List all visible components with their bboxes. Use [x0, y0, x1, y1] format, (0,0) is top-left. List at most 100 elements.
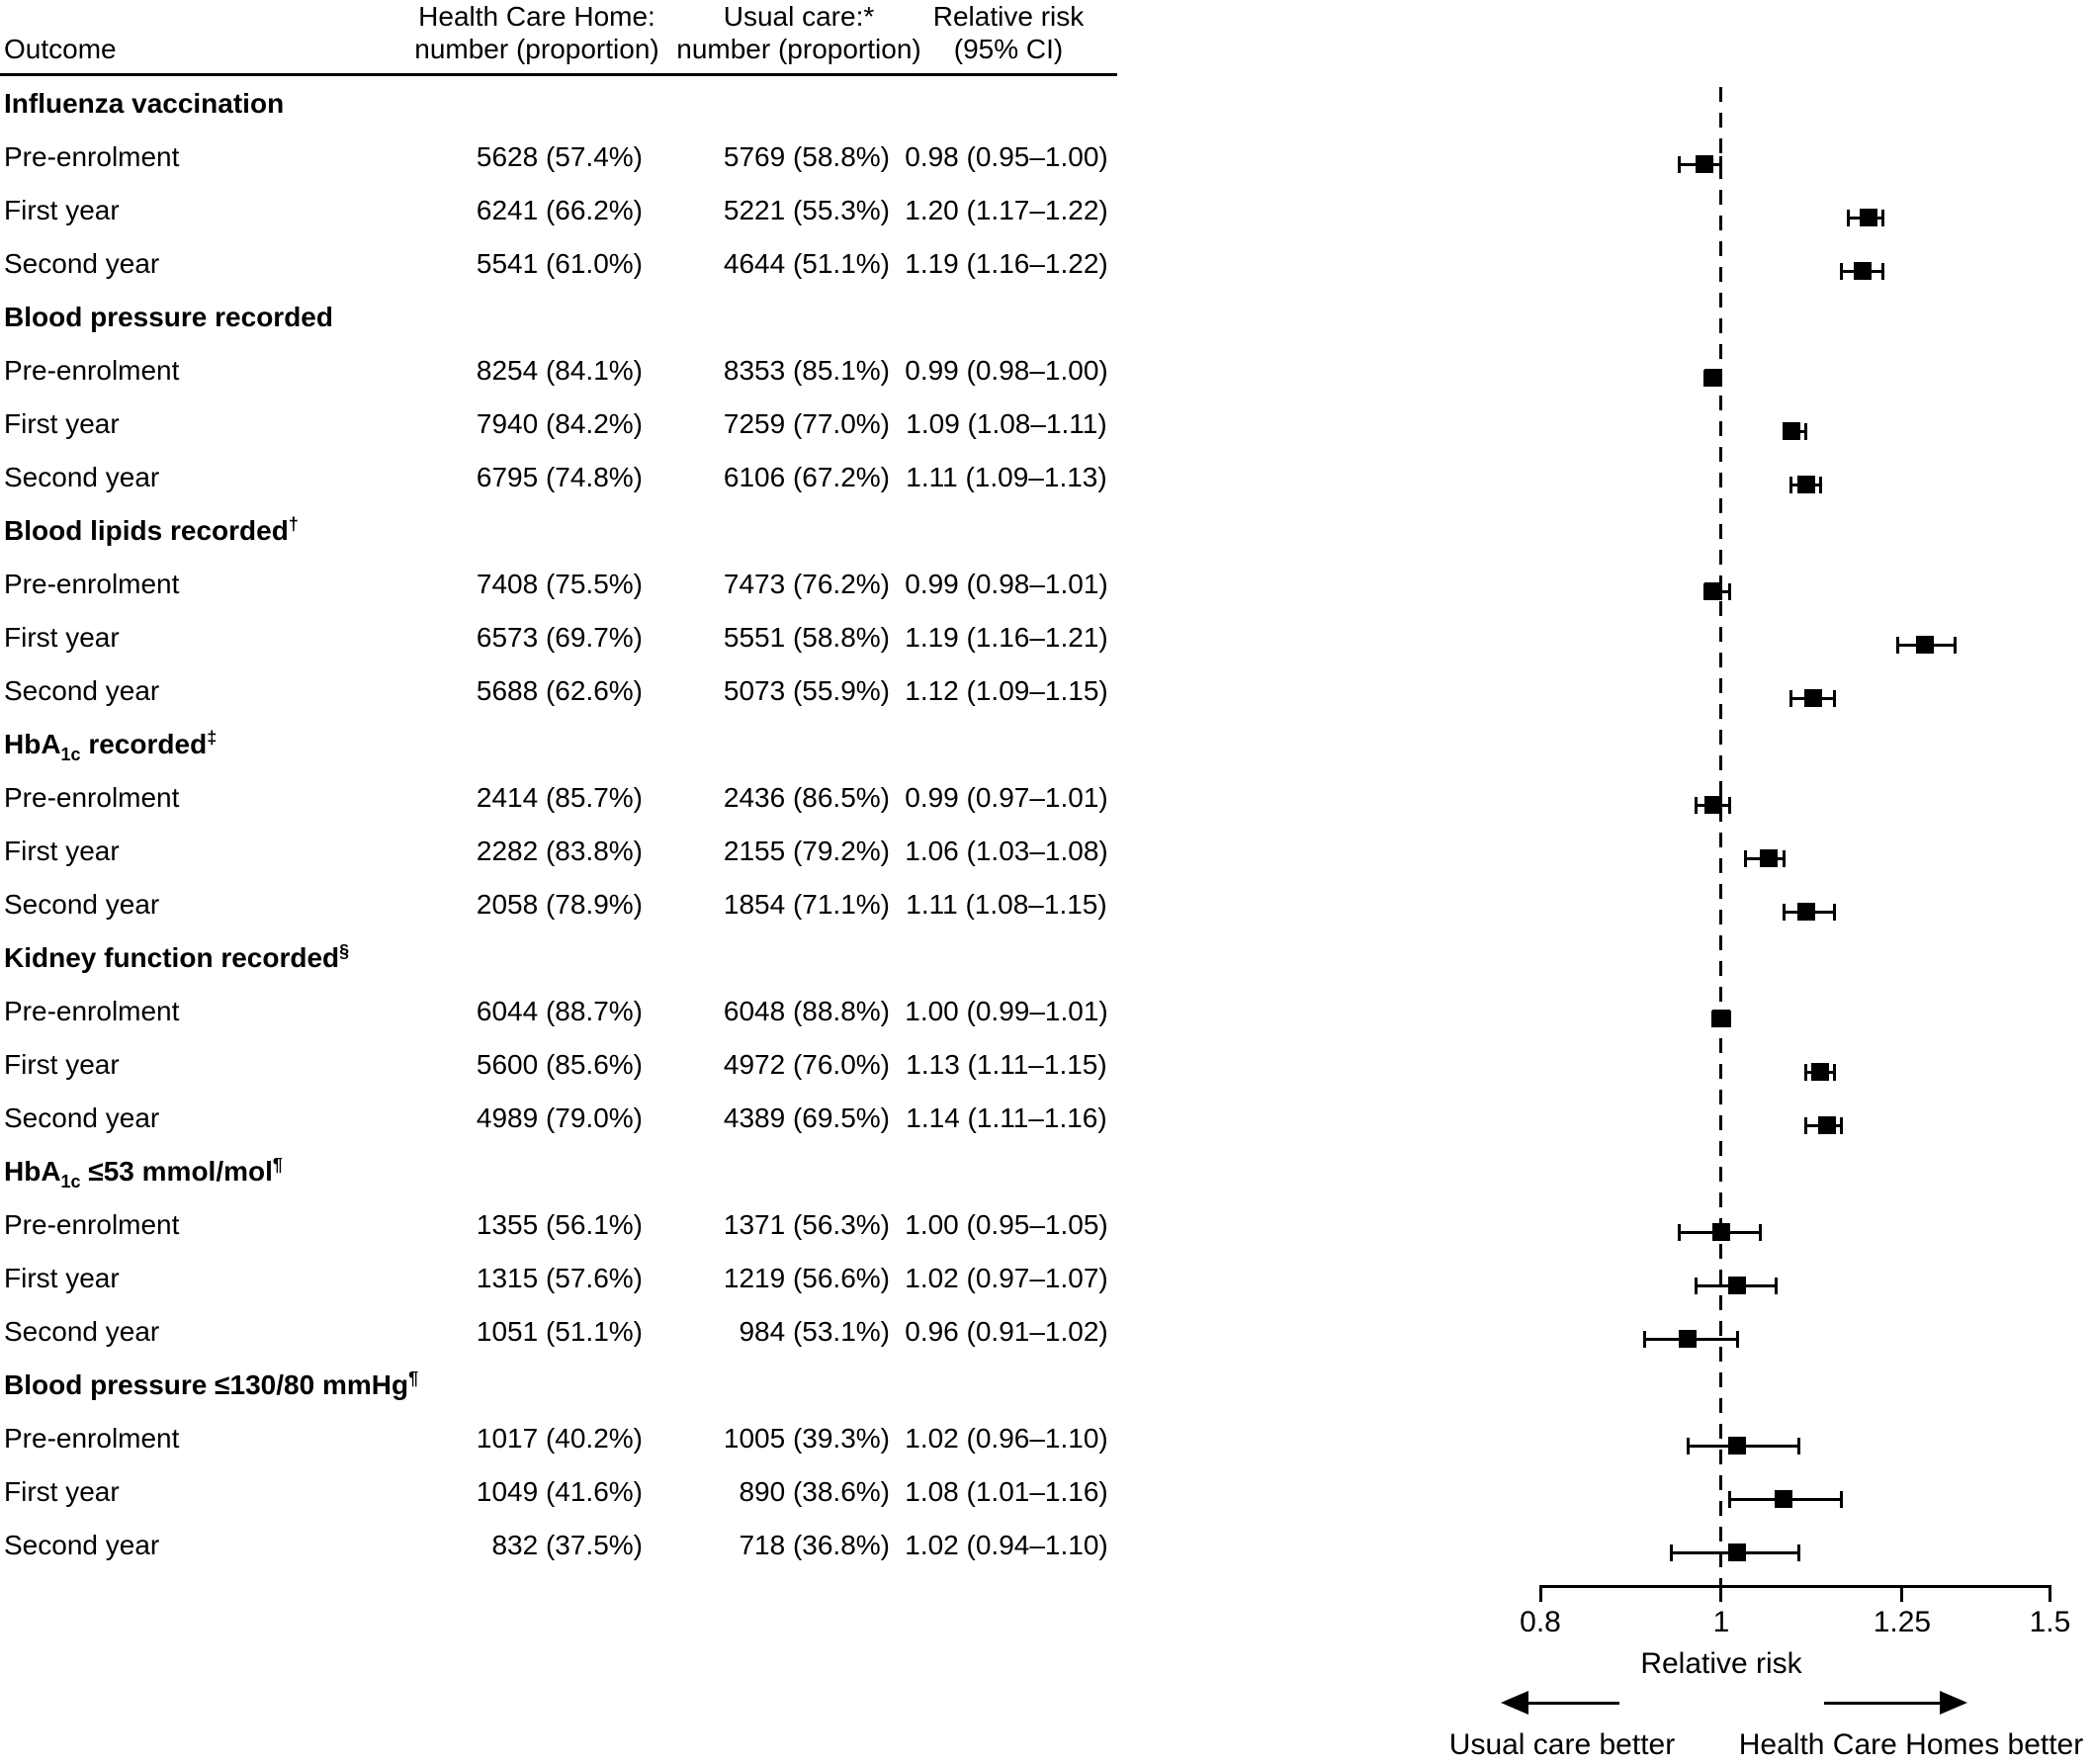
outcome-cell: First year — [4, 622, 120, 653]
hch-value-cell: 1017 (40.2%) — [476, 1423, 643, 1454]
hch-value-cell: 5541 (61.0%) — [476, 248, 643, 279]
table-row: Second year 5541 (61.0%) 4644 (51.1%) 1.19 … — [0, 237, 1123, 291]
axis-tick-label: 1 — [1712, 1606, 1730, 1638]
outcome-cell: HbA1c recorded‡ — [4, 718, 716, 771]
sup-text: § — [339, 941, 350, 961]
point-estimate-square — [1728, 1437, 1747, 1455]
outcome-cell: Pre-enrolment — [4, 569, 180, 599]
outcome-cell: Influenza vaccination — [4, 77, 716, 131]
table-row: First year 6241 (66.2%) 5221 (55.3%) 1.20 (… — [0, 184, 1123, 237]
usual-care-value-cell: 2436 (86.5%) — [723, 782, 890, 813]
hch-value-cell: 5628 (57.4%) — [476, 141, 643, 172]
usual-care-value-cell: 4389 (69.5%) — [723, 1102, 890, 1133]
rr-value-cell: 1.06 (1.03–1.08) — [905, 836, 1108, 866]
usual-care-value-cell: 2155 (79.2%) — [723, 836, 890, 866]
ci-cap-left — [1695, 1277, 1699, 1294]
ci-cap-left — [1678, 1223, 1682, 1241]
hch-value-cell: 6795 (74.8%) — [476, 462, 643, 492]
ci-cap-right — [1735, 1330, 1739, 1348]
column-header-hch-line1: Health Care Home: — [418, 1, 655, 32]
column-header-outcome: Outcome — [4, 34, 117, 64]
usual-care-value-cell: 8353 (85.1%) — [723, 355, 890, 386]
hch-value-cell: 5688 (62.6%) — [476, 675, 643, 706]
rr-value-cell: 1.08 (1.01–1.16) — [905, 1476, 1108, 1507]
table-row: First year 7940 (84.2%) 7259 (77.0%) 1.09 (… — [0, 397, 1123, 451]
ci-cap-left — [1896, 636, 1900, 654]
rr-value-cell: 1.00 (0.95–1.05) — [905, 1209, 1108, 1240]
section-row: Blood pressure recorded — [0, 291, 1123, 344]
sup-text: ‡ — [207, 728, 218, 748]
usual-care-value-cell: 6048 (88.8%) — [723, 996, 890, 1026]
table-row: Pre-enrolment 5628 (57.4%) 5769 (58.8%) 0.9… — [0, 131, 1123, 184]
point-estimate-square — [1796, 903, 1815, 921]
point-estimate-square — [1759, 849, 1778, 867]
hch-value-cell: 832 (37.5%) — [491, 1530, 643, 1560]
outcome-cell: Second year — [4, 675, 160, 706]
usual-care-value-cell: 5221 (55.3%) — [723, 195, 890, 225]
ci-cap-left — [1743, 849, 1747, 867]
ci-cap-left — [1678, 155, 1682, 173]
usual-care-arrow-head-icon — [1501, 1691, 1528, 1715]
ci-cap-left — [1686, 1437, 1690, 1455]
point-estimate-square — [1818, 1116, 1837, 1134]
usual-care-arrow-line — [1526, 1702, 1619, 1705]
sub-text: 1c — [60, 745, 81, 764]
usual-care-value-cell: 1219 (56.6%) — [723, 1263, 890, 1293]
ci-cap-right — [1833, 1063, 1837, 1081]
ci-cap-right — [1954, 636, 1958, 654]
column-header-health-care-home: Health Care Home: number (proportion) — [379, 0, 695, 65]
table-row: Pre-enrolment 7408 (75.5%) 7473 (76.2%) 0.9… — [0, 558, 1123, 611]
table-row: Pre-enrolment 8254 (84.1%) 8353 (85.1%) 0.9… — [0, 344, 1123, 397]
hch-value-cell: 2058 (78.9%) — [476, 889, 643, 920]
point-estimate-square — [1915, 636, 1934, 654]
outcome-cell: HbA1c ≤53 mmol/mol¶ — [4, 1145, 716, 1198]
label-text: Blood pressure ≤130/80 mmHg — [4, 1369, 409, 1400]
outcome-cell: Second year — [4, 1316, 160, 1347]
table-row: Pre-enrolment 2414 (85.7%) 2436 (86.5%) 0.9… — [0, 771, 1123, 825]
usual-care-value-cell: 7473 (76.2%) — [723, 569, 890, 599]
point-estimate-square — [1811, 1063, 1830, 1081]
section-row: Influenza vaccination — [0, 77, 1123, 131]
ci-cap-right — [1796, 1544, 1800, 1561]
table-row: Second year 6795 (74.8%) 6106 (67.2%) 1.11 … — [0, 451, 1123, 504]
point-estimate-square — [1853, 262, 1872, 280]
point-estimate-square — [1703, 369, 1722, 387]
ci-cap-right — [1818, 476, 1822, 493]
hch-value-cell: 2282 (83.8%) — [476, 836, 643, 866]
outcome-cell: First year — [4, 1049, 120, 1080]
outcome-cell: First year — [4, 1263, 120, 1293]
ci-cap-left — [1643, 1330, 1647, 1348]
hch-arrow-line — [1824, 1702, 1940, 1705]
outcome-cell: First year — [4, 408, 120, 439]
hch-value-cell: 6044 (88.7%) — [476, 996, 643, 1026]
usual-care-value-cell: 4972 (76.0%) — [723, 1049, 890, 1080]
usual-care-value-cell: 7259 (77.0%) — [723, 408, 890, 439]
ci-cap-left — [1789, 689, 1793, 707]
rr-value-cell: 1.14 (1.11–1.16) — [906, 1102, 1107, 1133]
outcome-cell: First year — [4, 836, 120, 866]
column-header-hch-line2: number (proportion) — [414, 34, 659, 64]
point-estimate-square — [1860, 209, 1878, 226]
table-row: First year 1049 (41.6%) 890 (38.6%) 1.08 (1… — [0, 1465, 1123, 1519]
table-row: Second year 2058 (78.9%) 1854 (71.1%) 1.11 … — [0, 878, 1123, 931]
ci-cap-left — [1804, 1116, 1808, 1134]
ci-cap-left — [1727, 1490, 1731, 1508]
rr-value-cell: 1.02 (0.97–1.07) — [905, 1263, 1108, 1293]
table-row: Pre-enrolment 6044 (88.7%) 6048 (88.8%) 1.0… — [0, 985, 1123, 1038]
ci-cap-left — [1695, 796, 1699, 814]
outcome-cell: Pre-enrolment — [4, 1209, 180, 1240]
reference-line — [1719, 87, 1723, 1585]
point-estimate-square — [1703, 796, 1722, 814]
ci-cap-left — [1840, 262, 1844, 280]
point-estimate-square — [1796, 476, 1815, 493]
axis-tick-label: 1.5 — [2029, 1606, 2071, 1638]
outcome-cell: Blood lipids recorded† — [4, 504, 716, 558]
outcome-cell: Second year — [4, 889, 160, 920]
ci-cap-left — [1782, 903, 1786, 921]
axis-tick — [2048, 1585, 2051, 1602]
column-header-rr-line2: (95% CI) — [953, 34, 1064, 64]
axis-tick-label: 1.25 — [1873, 1606, 1932, 1638]
axis-tick — [1719, 1585, 1723, 1602]
header-rule — [0, 73, 1117, 76]
